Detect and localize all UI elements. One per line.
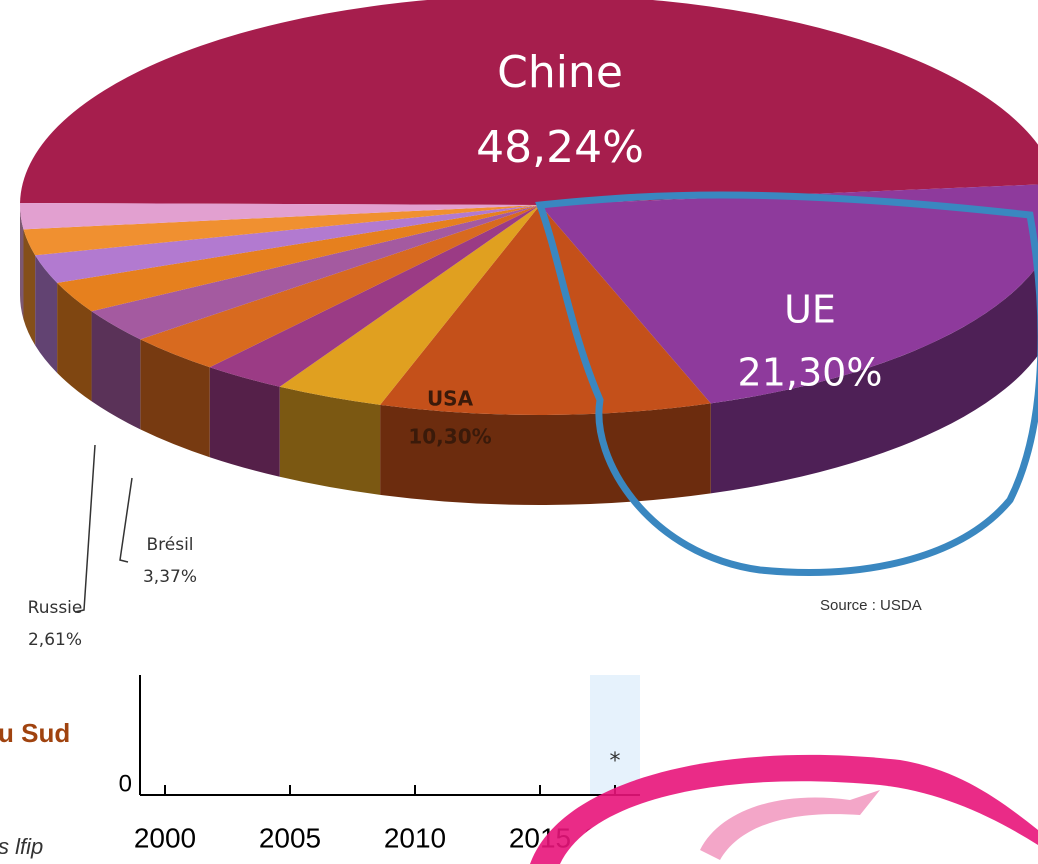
x-tick-label: 2010 [384,822,446,853]
pie-side [20,205,24,320]
pie-slice [20,0,1038,205]
pie-slice [91,205,540,340]
pie-slice [540,184,1038,404]
x-tick-label: 2005 [259,822,321,853]
logo [530,754,1038,864]
source: Source : USDA [820,597,922,614]
pie-slice [140,205,540,368]
slice-value: 21,30% [738,351,883,395]
pie-side [91,311,141,430]
pie-slice [279,205,540,405]
y-tick-label: 0 [119,770,132,797]
pie-slice [57,205,541,312]
highlight-band [590,675,640,795]
pie-side [710,265,1038,494]
pie-side [35,255,58,373]
pie-slice [35,205,540,283]
highlight-outline [535,191,1038,576]
pie-side [57,282,92,402]
pie-slice [23,205,541,256]
pie-side [279,386,381,495]
slice-label: USA [427,387,474,411]
note: s lfip [0,834,43,859]
annotation: * [610,749,621,774]
lower-chart: u Sud s lfip 020002005201020152018* [0,675,646,859]
slice-label: Brésil [146,535,193,555]
pie-slice [20,203,541,230]
pie-side [140,339,210,458]
pie-side [209,367,280,477]
slice-value: 10,30% [408,425,491,449]
slice-label: UE [784,288,836,332]
pie-side [23,229,36,346]
slice-value: 2,61% [28,630,82,650]
slice-label: Chine [497,47,623,98]
pie-chart: Chine 48,24% UE 21,30% USA 10,30% Brésil 3,37% R… [20,0,1038,650]
slice-value: 3,37% [143,567,197,587]
leader-line [74,444,96,613]
leader-line [119,477,133,563]
x-tick-label: 2000 [134,822,196,853]
pie-slice [209,205,541,387]
pie-slice [380,205,711,416]
slice-value: 48,24% [476,122,644,173]
slice-label: Russie [28,598,83,618]
pie-side [380,403,711,505]
heading: u Sud [0,718,70,748]
